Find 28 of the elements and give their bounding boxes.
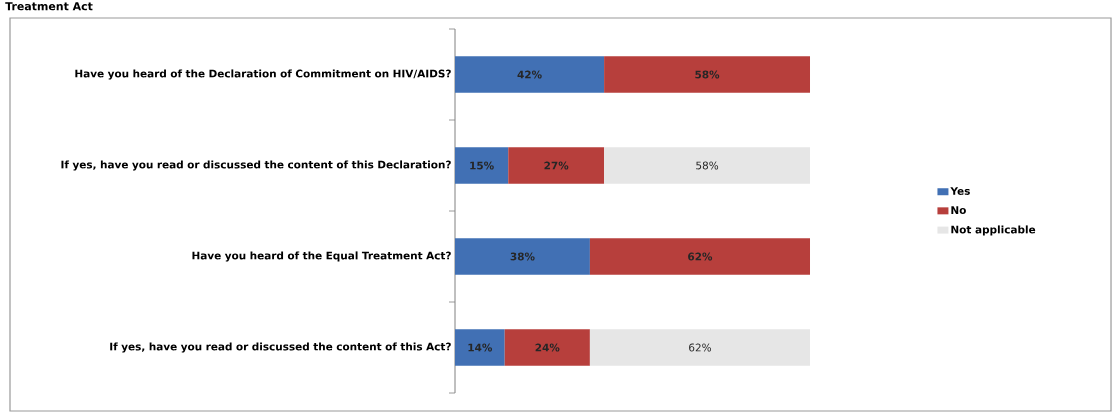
y-tick-label: Have you heard of the Declaration of Commitment on HIV/AIDS? — [75, 69, 451, 80]
y-tick-label: Have you heard of the Equal Treatment Act? — [192, 251, 451, 262]
data-label: 58% — [696, 161, 719, 170]
bar — [589, 238, 810, 275]
data-label: 15% — [470, 161, 494, 170]
data-label: 62% — [689, 343, 711, 352]
text: Treatment Act — [5, 2, 93, 11]
data-label: 27% — [544, 161, 569, 170]
bar — [604, 147, 810, 184]
data-label: 62% — [688, 252, 713, 261]
legend-label: Not applicable — [951, 225, 1036, 236]
bar — [455, 238, 590, 275]
legend-label: Yes — [950, 187, 970, 195]
bar — [604, 56, 810, 93]
y-tick-label: If yes, have you read or discussed the content of this Declaration? — [61, 160, 451, 171]
bar — [455, 329, 505, 366]
bar — [455, 56, 605, 93]
bar — [589, 329, 810, 366]
legend-label: No — [951, 206, 966, 215]
bar — [455, 147, 509, 184]
bar — [508, 147, 605, 184]
data-label: 14% — [468, 343, 493, 352]
data-label: 24% — [535, 343, 560, 352]
data-label: 38% — [510, 252, 535, 261]
data-label: 42% — [517, 70, 542, 79]
data-label: 58% — [695, 70, 720, 79]
y-tick-label: If yes, have you read or discussed the content of this Act? — [110, 342, 451, 353]
bar — [504, 329, 590, 366]
